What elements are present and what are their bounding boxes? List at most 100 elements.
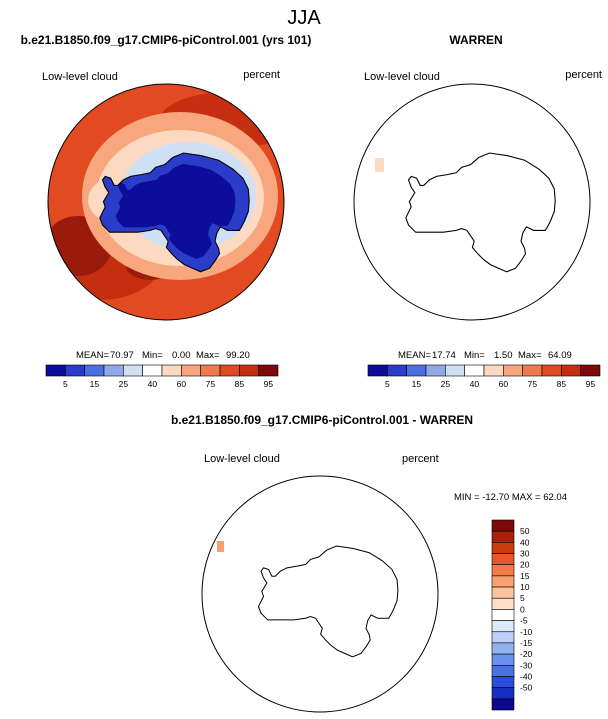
panel-3-colorbar-swatch	[491, 530, 515, 543]
panel-2-colorbar-swatch	[445, 364, 465, 377]
panel-2-colorbar-swatch	[580, 364, 601, 377]
panel-2-left-label: Low-level cloud	[364, 71, 440, 83]
panel-2-units-label: percent	[565, 69, 602, 81]
panel-3-left-label: Low-level cloud	[204, 453, 280, 465]
panel-3-colorbar-swatch	[491, 664, 515, 677]
panel-warren: WARREN Low-level cloud percent MEAN= 17.…	[353, 33, 602, 389]
panel-3-colorbar-tick-label: -5	[520, 616, 528, 626]
panel-2-colorbar-swatch	[483, 364, 504, 377]
panel-1-map	[48, 84, 284, 320]
panel-2-colorbar-tick-label: 25	[441, 379, 451, 389]
panel-2-min-label: Min=	[464, 350, 485, 361]
panel-2-colorbar-swatch	[522, 364, 543, 377]
panel-1-map-border	[47, 83, 285, 321]
panel-3-colorbar-tick-label: 30	[520, 549, 530, 559]
panel-1-colorbar-swatch	[65, 364, 85, 377]
panel-2-colorbar-tick-label: 95	[586, 379, 596, 389]
panel-2-colorbar-tick-label: 15	[412, 379, 422, 389]
panel-3-colorbar-swatch	[491, 642, 515, 655]
panel-2-min: 1.50	[494, 350, 513, 361]
panel-3-data-cell	[217, 541, 224, 552]
panel-1-colorbar-swatch	[219, 364, 240, 377]
panel-3-map-border	[201, 475, 439, 713]
panel-1-colorbar-swatch	[181, 364, 201, 377]
panel-2-title: WARREN	[449, 33, 502, 47]
panel-3-colorbar-swatch	[491, 631, 515, 644]
panel-1-title: b.e21.B1850.f09_g17.CMIP6-piControl.001 …	[21, 33, 312, 47]
panel-2-colorbar-tick-label: 75	[528, 379, 538, 389]
panel-1-colorbar-swatch	[142, 364, 163, 377]
panel-2-background	[354, 84, 590, 320]
panel-1-colorbar-swatch	[161, 364, 182, 377]
panel-2-colorbar-swatch	[503, 364, 523, 377]
panel-1-colorbar-tick-label: 40	[148, 379, 158, 389]
panel-1-colorbar-swatch	[123, 364, 143, 377]
panel-3-colorbar-swatch	[491, 553, 515, 566]
panel-3-title: b.e21.B1850.f09_g17.CMIP6-piControl.001 …	[171, 413, 473, 427]
panel-1-mean: 70.97	[110, 350, 134, 361]
panel-1-colorbar-tick-label: 60	[177, 379, 187, 389]
panel-1-max: 99.20	[226, 350, 250, 361]
panel-3-colorbar-swatch	[491, 698, 515, 711]
panel-1-units-label: percent	[243, 69, 280, 81]
panel-2-colorbar-swatch	[406, 364, 427, 377]
panel-3-colorbar-tick-label: -15	[520, 638, 533, 648]
panel-2-stats: MEAN= 17.74 Min= 1.50 Max= 64.09	[398, 350, 572, 361]
panel-2-map-border	[353, 83, 591, 321]
panel-3-colorbar-swatch	[491, 597, 515, 610]
panel-2-colorbar-tick-label: 5	[385, 379, 390, 389]
panel-3-colorbar-swatch	[491, 687, 515, 700]
panel-1-colorbar: 5 15 25 40 60 75 85 95	[45, 364, 279, 389]
panel-2-mean-label: MEAN=	[398, 350, 431, 361]
panel-2-colorbar-swatch	[464, 364, 485, 377]
panel-3-colorbar-swatch	[491, 564, 515, 577]
panel-3-colorbar-swatch	[491, 609, 515, 621]
panel-3-colorbar-tick-label: -40	[520, 671, 533, 681]
panel-2-colorbar-tick-label: 60	[499, 379, 509, 389]
panel-1-colorbar-tick-label: 95	[264, 379, 274, 389]
panel-3-colorbar-tick-label: -30	[520, 660, 533, 670]
panel-1-colorbar-swatch	[258, 364, 279, 377]
panel-1-colorbar-swatch	[200, 364, 221, 377]
panel-2-colorbar-tick-label: 85	[557, 379, 567, 389]
panel-3-units-label: percent	[402, 453, 439, 465]
panel-3-colorbar-swatch	[491, 676, 515, 688]
panel-2-data-cell	[375, 158, 384, 172]
panel-2-map	[354, 84, 590, 320]
panel-3-colorbar-tick-label: -20	[520, 649, 533, 659]
panel-2-colorbar-swatch	[561, 364, 581, 377]
panel-3-colorbar-swatch	[491, 542, 515, 554]
panel-3-map	[202, 476, 438, 712]
panel-3-colorbar-tick-label: -10	[520, 627, 533, 637]
panel-1-colorbar-swatch	[45, 364, 66, 377]
panel-3-colorbar-swatch	[491, 586, 515, 599]
panel-2-colorbar-swatch	[541, 364, 562, 377]
panel-2-colorbar: 5 15 25 40 60 75 85 95	[367, 364, 601, 389]
panel-3-colorbar-swatch	[491, 653, 515, 666]
panel-1-mean-label: MEAN=	[76, 350, 109, 361]
panel-1-colorbar-tick-label: 25	[119, 379, 129, 389]
figure-title: JJA	[287, 7, 321, 29]
panel-1-colorbar-tick-label: 5	[63, 379, 68, 389]
panel-3-colorbar-tick-label: 50	[520, 526, 530, 536]
panel-3-colorbar-tick-label: -50	[520, 683, 533, 693]
panel-3-colorbar-tick-label: 20	[520, 560, 530, 570]
panel-3-colorbar-tick-label: 5	[520, 593, 525, 603]
panel-1-colorbar-tick-label: 75	[206, 379, 216, 389]
panel-3-colorbar-swatch	[491, 620, 515, 633]
panel-2-max-label: Max=	[518, 350, 542, 361]
panel-3-background	[202, 476, 438, 712]
panel-3-colorbar-tick-label: 15	[520, 571, 530, 581]
panel-2-colorbar-tick-label: 40	[470, 379, 480, 389]
panel-3-minmax: MIN = -12.70 MAX = 62.04	[454, 492, 567, 503]
panel-3-colorbar-tick-label: 10	[520, 582, 530, 592]
panel-1-colorbar-tick-label: 85	[235, 379, 245, 389]
panel-1-colorbar-swatch	[84, 364, 105, 377]
panel-3-colorbar-swatch	[491, 519, 515, 532]
panel-2-mean: 17.74	[432, 350, 456, 361]
panel-3-colorbar-swatch	[491, 575, 515, 588]
panel-1-stats: MEAN= 70.97 Min= 0.00 Max= 99.20	[76, 350, 250, 361]
panel-3-colorbar-tick-label: 40	[520, 537, 530, 547]
panel-control: b.e21.B1850.f09_g17.CMIP6-piControl.001 …	[21, 33, 312, 389]
